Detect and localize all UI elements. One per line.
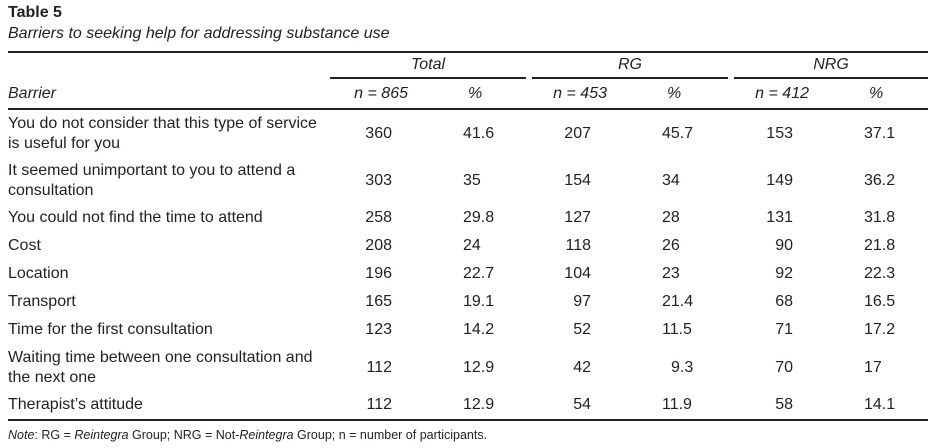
- cell-total-n: 303: [365, 171, 392, 189]
- cell-total-n: 208: [365, 237, 392, 254]
- cell-barrier: Time for the first consultation: [8, 321, 213, 338]
- cell-barrier: Cost: [8, 237, 41, 254]
- cell-total-n: 360: [365, 124, 392, 142]
- header-nrg-pct: %: [829, 79, 928, 110]
- column-header-row: Barrier n = 865 % n = 453 % n = 412 %: [8, 79, 928, 110]
- cell-nrg-pct: 22.3: [864, 265, 896, 282]
- cell-total-n: 165: [365, 293, 392, 310]
- cell-rg-n: 207: [564, 124, 591, 142]
- cell-rg-pct: 11.5: [662, 321, 692, 338]
- cell-total-n: 112: [366, 396, 392, 413]
- table-title: Table 5: [8, 4, 62, 21]
- table-row: Cost 208 24 118 26 90 21.8: [8, 232, 928, 260]
- cell-barrier: It seemed unimportant to you to attend a…: [8, 161, 296, 199]
- table-row: You do not consider that this type of se…: [8, 109, 928, 157]
- header-rg-n: n = 453: [529, 79, 627, 110]
- header-nrg-n: n = 412: [731, 79, 829, 110]
- cell-nrg-pct: 21.8: [864, 237, 896, 254]
- cell-nrg-pct: 17: [864, 358, 882, 376]
- barriers-table: Total RG NRG Barrier n = 865 % n = 453 %…: [8, 51, 928, 421]
- cell-rg-pct: 23: [662, 265, 680, 282]
- header-total-n: n = 865: [330, 79, 428, 110]
- cell-rg-pct: 21.4: [662, 293, 694, 310]
- cell-total-n: 196: [365, 265, 392, 282]
- cell-nrg-pct: 31.8: [864, 209, 896, 226]
- cell-rg-n: 118: [565, 237, 591, 254]
- cell-total-pct: 19.1: [463, 293, 495, 310]
- table-note: Note: RG = Reintegra Group; NRG = Not-Re…: [8, 428, 488, 442]
- cell-total-pct: 41.6: [463, 124, 495, 142]
- cell-total-n: 258: [365, 209, 392, 226]
- cell-rg-pct: 28: [662, 209, 680, 226]
- cell-rg-pct: 11.9: [662, 396, 692, 413]
- group-header-nrg: NRG: [731, 52, 928, 79]
- cell-barrier: Waiting time between one consultation an…: [8, 348, 313, 386]
- cell-rg-n: 52: [573, 321, 591, 338]
- cell-nrg-n: 149: [766, 171, 793, 189]
- cell-nrg-pct: 37.1: [864, 124, 896, 142]
- group-header-total: Total: [330, 52, 529, 79]
- table-row: Waiting time between one consultation an…: [8, 344, 928, 391]
- cell-nrg-n: 92: [775, 265, 793, 282]
- cell-barrier: Location: [8, 265, 69, 282]
- table-row: Location 196 22.7 104 23 92 22.3: [8, 260, 928, 288]
- header-total-pct: %: [428, 79, 529, 110]
- cell-rg-n: 42: [573, 358, 591, 376]
- cell-total-pct: 14.2: [463, 321, 495, 338]
- cell-total-pct: 24: [463, 237, 481, 254]
- cell-nrg-n: 153: [766, 124, 793, 142]
- cell-rg-n: 54: [573, 396, 591, 413]
- cell-nrg-pct: 16.5: [864, 293, 896, 310]
- cell-nrg-pct: 17.2: [864, 321, 896, 338]
- header-barrier: Barrier: [8, 79, 330, 110]
- cell-rg-pct: 9.3: [671, 358, 694, 376]
- cell-nrg-pct: 36.2: [864, 171, 896, 189]
- cell-nrg-n: 58: [775, 396, 793, 413]
- cell-nrg-n: 68: [775, 293, 793, 310]
- cell-total-pct: 12.9: [463, 396, 495, 413]
- cell-total-pct: 12.9: [463, 358, 495, 376]
- group-header-rg: RG: [529, 52, 731, 79]
- cell-barrier: You could not find the time to attend: [8, 209, 263, 226]
- empty-header: [8, 52, 330, 79]
- table-subtitle: Barriers to seeking help for addressing …: [8, 25, 390, 42]
- cell-nrg-n: 90: [775, 237, 793, 254]
- cell-nrg-n: 70: [775, 358, 793, 376]
- cell-nrg-n: 131: [766, 209, 793, 226]
- cell-rg-n: 154: [564, 171, 591, 189]
- table-row: Therapist’s attitude 112 12.9 54 11.9 58 14.1: [8, 391, 928, 420]
- table-row: Transport 165 19.1 97 21.4 68 16.5: [8, 288, 928, 316]
- table-row: It seemed unimportant to you to attend a…: [8, 157, 928, 204]
- cell-barrier: Therapist’s attitude: [8, 396, 143, 413]
- cell-total-pct: 29.8: [463, 209, 495, 226]
- group-header-row: Total RG NRG: [8, 52, 928, 79]
- cell-rg-pct: 45.7: [662, 124, 694, 142]
- header-rg-pct: %: [627, 79, 731, 110]
- table-row: You could not find the time to attend 258…: [8, 204, 928, 232]
- cell-nrg-n: 71: [775, 321, 793, 338]
- cell-total-n: 123: [365, 321, 392, 338]
- cell-total-n: 112: [366, 358, 392, 376]
- cell-rg-n: 97: [573, 293, 591, 310]
- cell-barrier: Transport: [8, 293, 76, 310]
- cell-rg-pct: 26: [662, 237, 680, 254]
- cell-barrier: You do not consider that this type of se…: [8, 114, 317, 152]
- cell-rg-n: 104: [564, 265, 591, 282]
- cell-rg-n: 127: [564, 209, 591, 226]
- cell-total-pct: 35: [463, 171, 481, 189]
- cell-nrg-pct: 14.1: [864, 396, 896, 413]
- cell-total-pct: 22.7: [463, 265, 495, 282]
- table-row: Time for the first consultation 123 14.2 52…: [8, 316, 928, 344]
- cell-rg-pct: 34: [662, 171, 680, 189]
